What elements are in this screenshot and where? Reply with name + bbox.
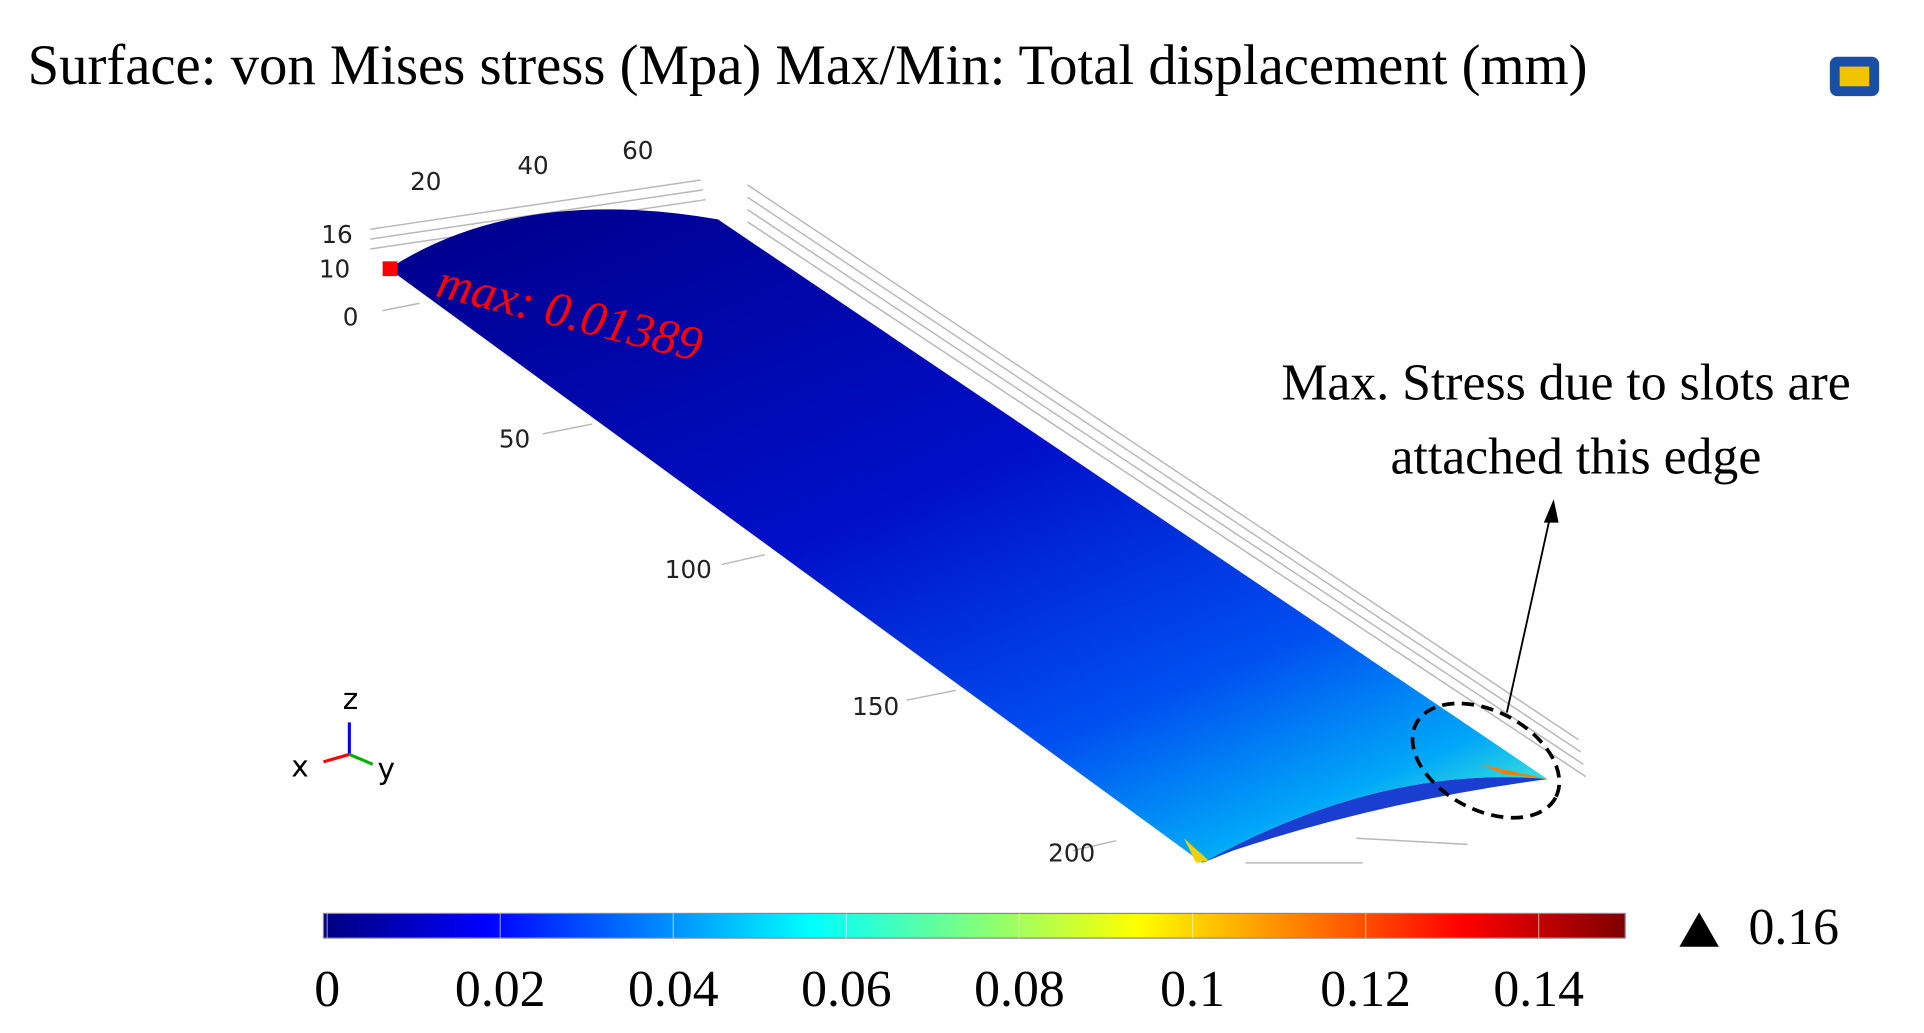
max-triangle	[1679, 912, 1719, 947]
axis-label: 0	[343, 302, 359, 331]
title: Surface: von Mises stress (Mpa) Max/Min:…	[28, 34, 1588, 97]
axis-label: 100	[665, 555, 712, 584]
colorbar-tick-label: 0	[314, 961, 340, 1018]
colorbar-tick-label: 0.1	[1160, 961, 1225, 1018]
axis-label: 10	[319, 254, 350, 283]
colorbar-tick-label: 0.06	[801, 961, 892, 1018]
wing-root	[1202, 777, 1548, 863]
axis-label: 50	[499, 424, 530, 453]
axis-label: 60	[622, 136, 653, 165]
annotation: Max. Stress due to slots are	[1281, 354, 1850, 411]
grid-lines	[370, 179, 1587, 864]
axis-label: 16	[321, 220, 352, 249]
colorbar-tick-label: 0.12	[1320, 961, 1411, 1018]
arrow-head	[1543, 499, 1559, 523]
axis-label: 200	[1048, 839, 1095, 868]
annotation: attached this edge	[1390, 428, 1761, 485]
max-marker	[382, 261, 398, 277]
arrow	[1505, 511, 1553, 713]
axis-label: 20	[410, 167, 441, 196]
colorbar-tick-label: 0.08	[974, 961, 1065, 1018]
colorbar-tick-label: 0.02	[455, 961, 546, 1018]
triad: z x y	[291, 682, 395, 786]
colorbar-tick-label: 0.14	[1493, 961, 1584, 1018]
triad-label: y	[378, 752, 396, 786]
colorbar	[322, 912, 1626, 939]
axis-labels: 20 40 60 16 10 0 50 100 150 200	[319, 136, 1095, 868]
axis-label: 150	[852, 692, 899, 721]
stress-hotspot	[1183, 838, 1209, 863]
triad-label: x	[291, 750, 309, 784]
axis-label: 40	[517, 151, 548, 180]
logo	[1839, 66, 1870, 87]
colorbar-tick-label: 0.04	[628, 961, 719, 1018]
stress-hotspot	[1479, 764, 1548, 780]
colorbar-max: 0.16	[1748, 899, 1839, 956]
triad-label: z	[343, 682, 359, 716]
wing-surface	[388, 209, 1548, 863]
highlight-ellipse	[1410, 701, 1562, 820]
colorbar-ticks: 0 0.02 0.04 0.06 0.08 0.1 0.12 0.14	[314, 913, 1584, 1018]
